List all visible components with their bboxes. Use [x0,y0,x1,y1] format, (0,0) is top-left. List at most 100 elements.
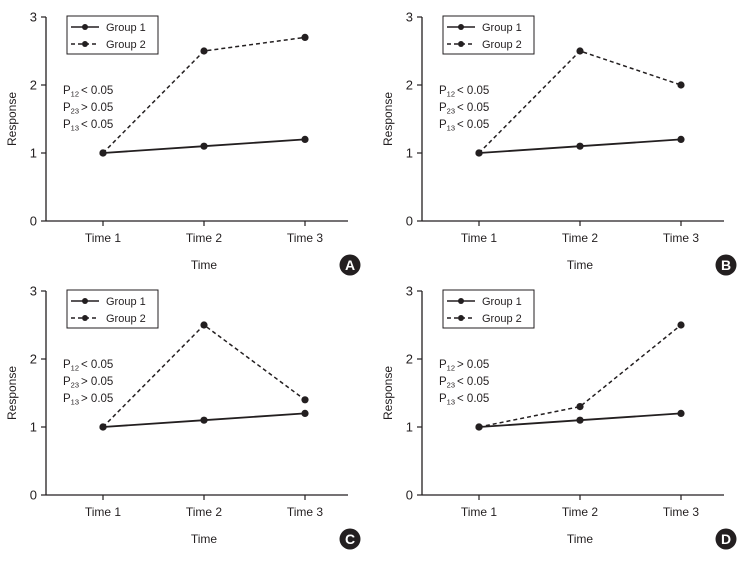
data-point [576,142,584,150]
y-tick-label: 0 [30,488,37,503]
x-tick-label: Time 3 [287,505,324,519]
x-tick-label: Time 3 [663,231,700,245]
p-value-annotation: P12 < 0.05 [63,85,113,99]
y-axis-label: Response [5,92,19,146]
panel-badge [339,528,361,550]
x-tick-label: Time 1 [461,505,498,519]
data-point [475,423,483,431]
legend: Group 1 Group 2 [66,15,159,55]
x-tick-label: Time 1 [461,231,498,245]
x-tick-label: Time 3 [663,505,700,519]
y-tick-label: 1 [30,146,37,161]
legend-marker [458,41,464,47]
legend-label: Group 2 [482,313,522,325]
legend: Group 1 Group 2 [442,289,535,329]
p-value-annotation: P12 > 0.05 [439,359,489,373]
data-point [475,149,483,157]
series-line-group-2 [102,324,306,428]
legend-label: Group 1 [482,296,522,308]
y-tick-label: 0 [406,488,413,503]
panel-badge-label: C [345,531,355,547]
panel-badge [715,528,737,550]
y-tick-label: 2 [406,78,413,93]
p-value-annotation: P12 < 0.05 [63,359,113,373]
legend-marker [458,315,464,321]
y-axis-label: Response [381,366,395,420]
y-tick-label: 0 [406,214,413,229]
panel-badge-label: D [721,531,731,547]
y-tick-label: 3 [30,284,37,299]
y-tick-label: 3 [30,10,37,25]
data-point [200,47,208,55]
legend-label: Group 2 [482,39,522,51]
legend-marker [82,24,88,30]
legend: Group 1 Group 2 [442,15,535,55]
data-point [301,33,309,42]
panel-badge-label: A [345,257,355,273]
p-value-annotation: P23 < 0.05 [439,376,489,390]
data-point [677,135,685,143]
legend-marker [458,298,464,304]
p-value-annotation: P23 < 0.05 [439,102,489,116]
data-point [99,423,107,431]
panel-a: 0 1 2 3 Time 1 Time 2 Time 3 Time Response Group … [5,10,361,276]
legend-label: Group 2 [106,39,146,51]
data-point [301,135,309,143]
x-tick-label: Time 2 [186,505,223,519]
p-value-annotation: P23 > 0.05 [63,102,113,116]
legend-marker [82,315,88,321]
data-point [301,409,309,417]
data-point [200,416,208,424]
legend-marker [458,24,464,30]
x-axis-label: Time [191,258,218,272]
x-tick-label: Time 2 [562,505,599,519]
y-tick-label: 1 [406,420,413,435]
panel-badge [339,254,361,276]
y-axis-label: Response [5,366,19,420]
y-tick-label: 1 [406,146,413,161]
x-tick-label: Time 1 [85,231,122,245]
legend-label: Group 1 [106,22,146,34]
legend-label: Group 1 [482,22,522,34]
p-value-annotation: P13 < 0.05 [439,393,489,407]
x-tick-label: Time 1 [85,505,122,519]
data-point [576,403,584,411]
data-point [677,409,685,417]
y-tick-label: 3 [406,284,413,299]
data-point [677,321,685,329]
panel-badge-label: B [721,257,731,273]
data-point [677,81,685,89]
series-line-group-2 [478,50,682,154]
panel-b: 0 1 2 3 Time 1 Time 2 Time 3 Time Response Group … [381,10,737,276]
data-point [576,416,584,424]
legend-label: Group 1 [106,296,146,308]
y-tick-label: 3 [406,10,413,25]
data-point [200,142,208,150]
y-tick-label: 2 [406,352,413,367]
series-line-group-2 [102,36,306,154]
p-value-annotation: P13 < 0.05 [439,119,489,133]
data-point [576,47,584,55]
data-point [200,321,208,329]
legend-marker [82,298,88,304]
p-value-annotation: P13 > 0.05 [63,393,113,407]
legend-label: Group 2 [106,313,146,325]
legend-box [66,289,159,329]
p-value-annotation: P23 > 0.05 [63,376,113,390]
legend-box [442,15,535,55]
data-point [99,149,107,157]
legend-box [66,15,159,55]
x-tick-label: Time 2 [562,231,599,245]
legend-marker [82,41,88,47]
x-axis-label: Time [567,532,594,546]
y-tick-label: 0 [30,214,37,229]
y-tick-label: 2 [30,352,37,367]
panel-c: 0 1 2 3 Time 1 Time 2 Time 3 Time Response Group … [5,284,361,550]
y-tick-label: 2 [30,78,37,93]
data-point [301,396,309,404]
panel-badge [715,254,737,276]
x-axis-label: Time [191,532,218,546]
legend-box [442,289,535,329]
